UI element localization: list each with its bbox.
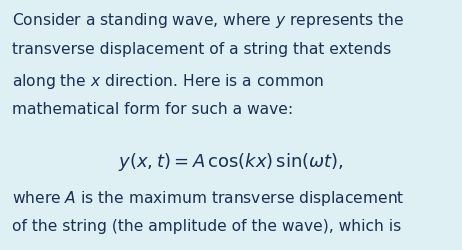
Text: assumed to be nonzero, $k$ is the wavenumber, $\omega$ is: assumed to be nonzero, $k$ is the wavenu… — [12, 249, 408, 250]
Text: where $A$ is the maximum transverse displacement: where $A$ is the maximum transverse disp… — [12, 188, 404, 207]
Text: Consider a standing wave, where $\it{y}$ represents the: Consider a standing wave, where $\it{y}$… — [12, 11, 404, 30]
Text: along the $\it{x}$ direction. Here is a common: along the $\it{x}$ direction. Here is a … — [12, 72, 324, 91]
Text: $y(x,t) = A\,\cos(kx)\,\sin(\omega t),$: $y(x,t) = A\,\cos(kx)\,\sin(\omega t),$ — [118, 150, 344, 172]
Text: mathematical form for such a wave:: mathematical form for such a wave: — [12, 102, 292, 117]
Text: transverse displacement of a string that extends: transverse displacement of a string that… — [12, 42, 391, 56]
Text: of the string (the amplitude of the wave), which is: of the string (the amplitude of the wave… — [12, 218, 401, 234]
